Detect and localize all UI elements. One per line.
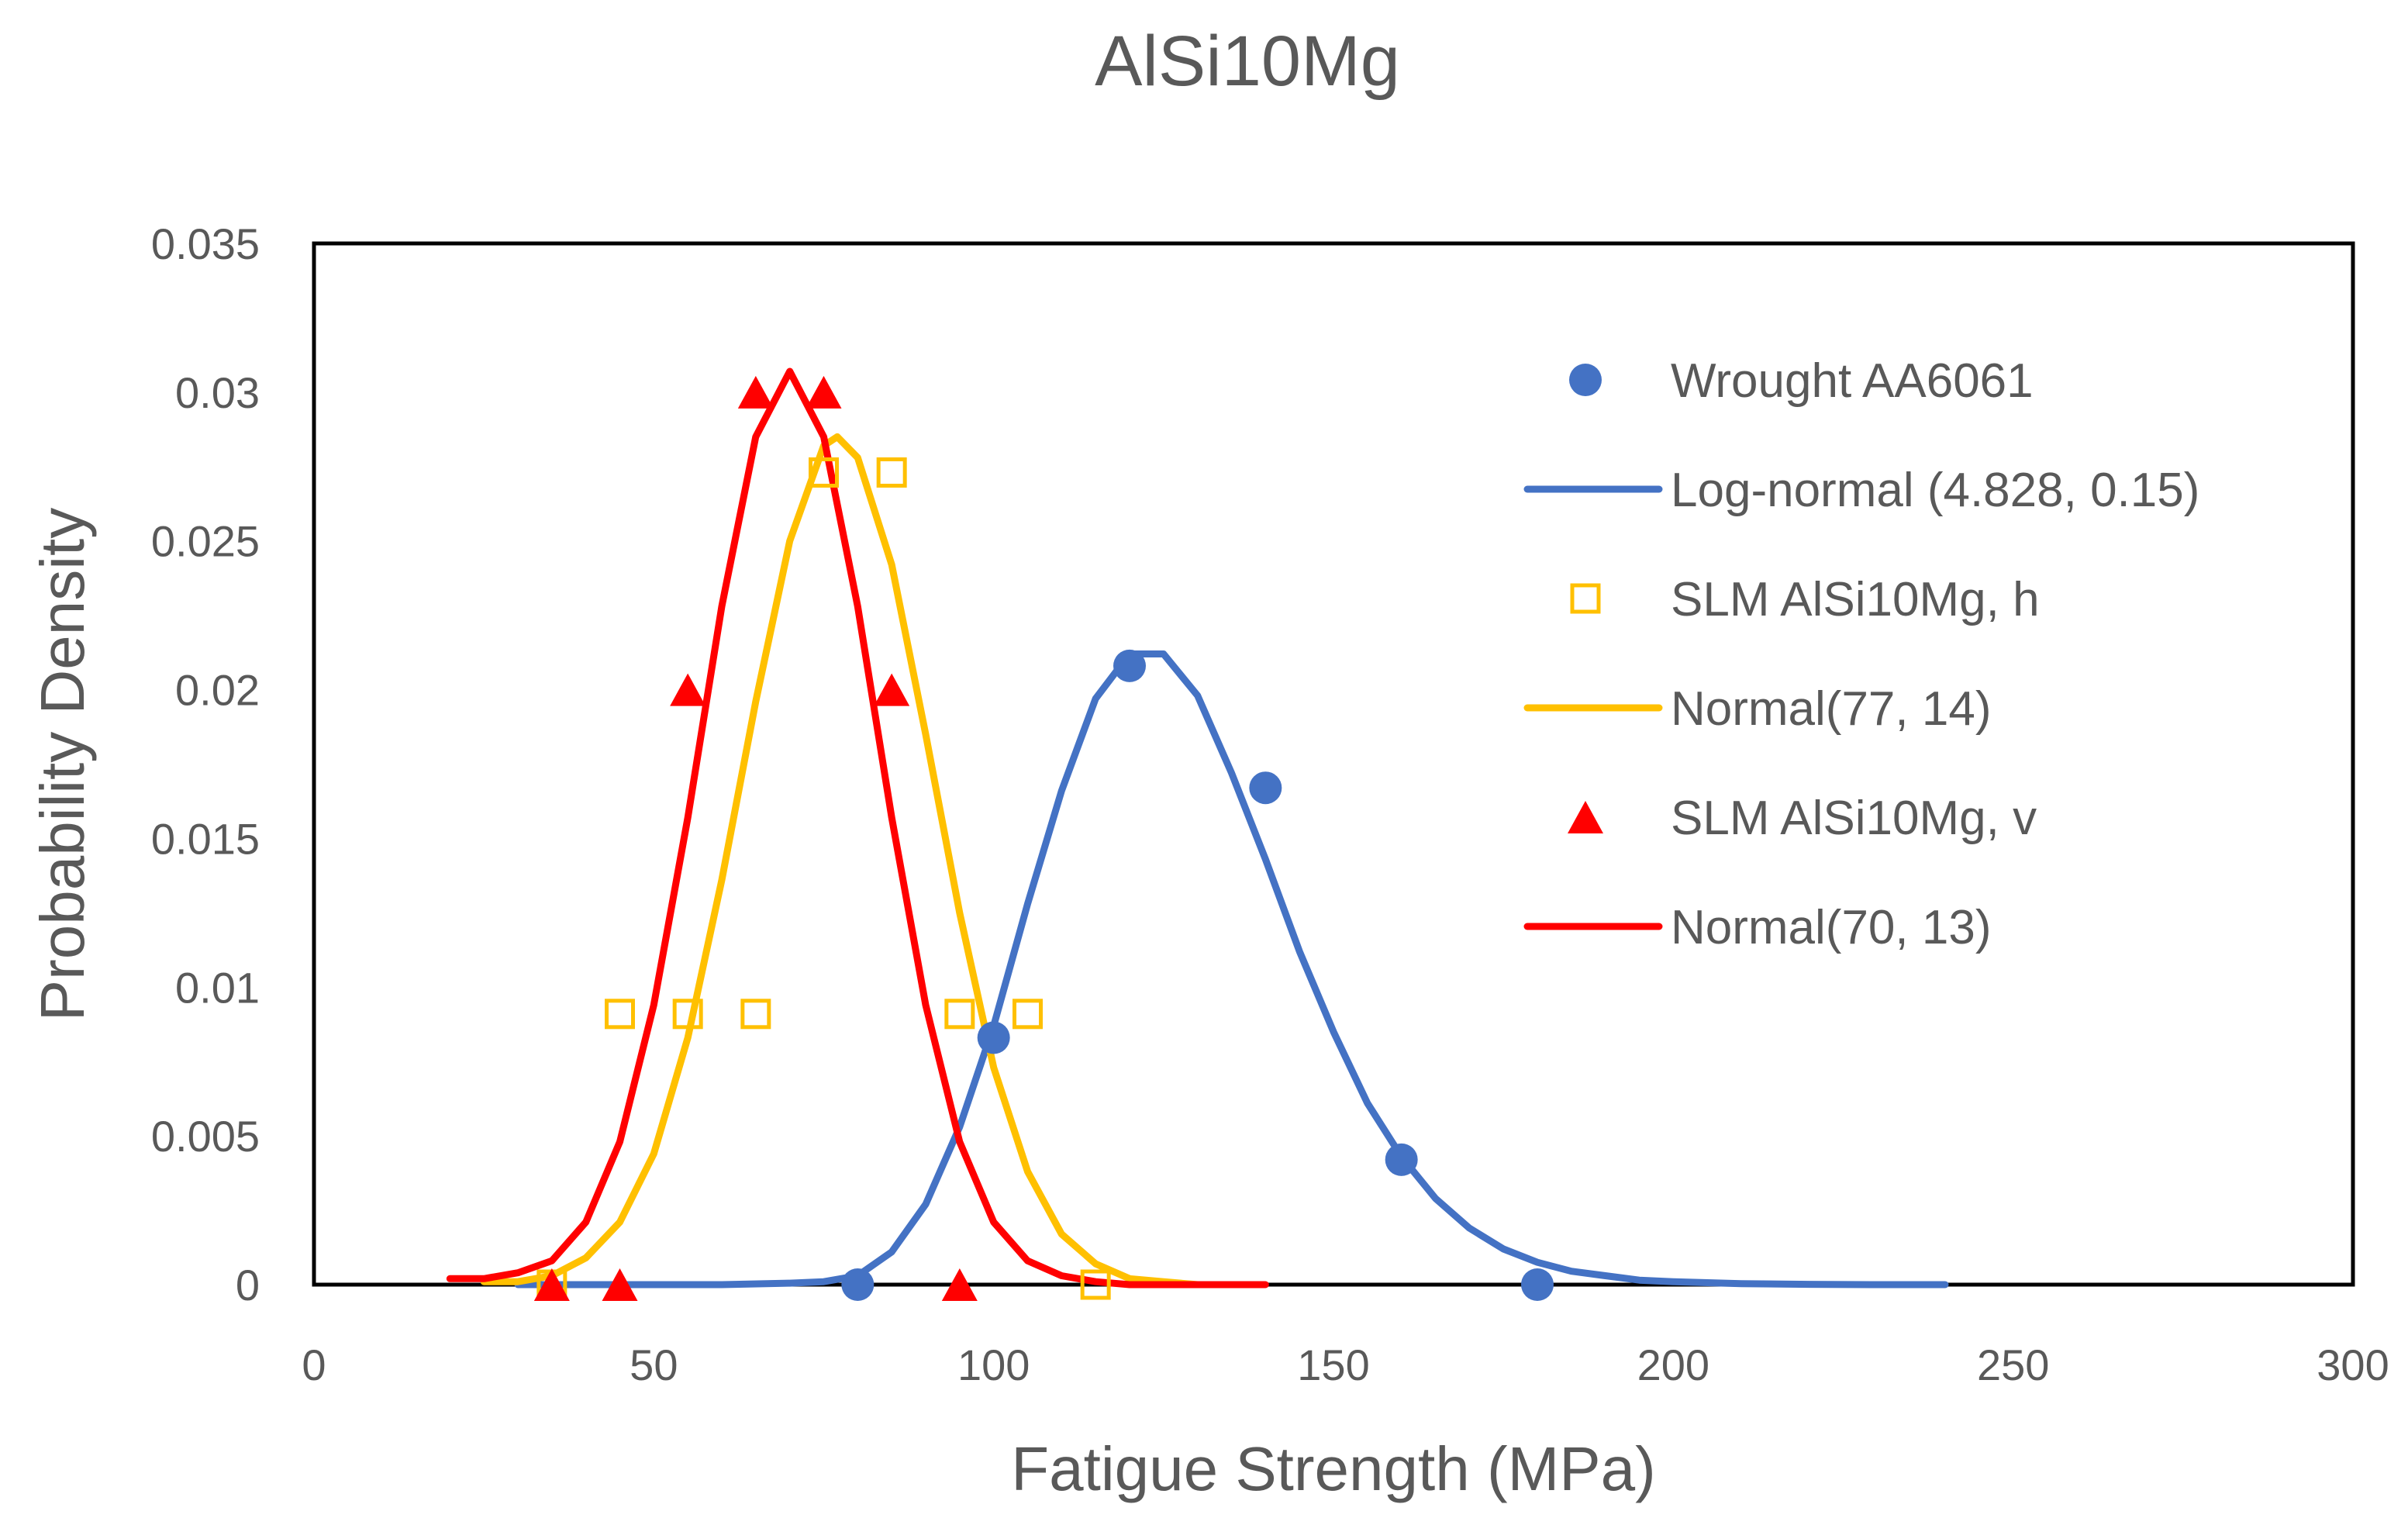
y-axis-title: Probability Density [28, 508, 97, 1022]
data-point-slm-alsi10mg-h [809, 457, 839, 488]
y-tick-label: 0.035 [151, 219, 260, 268]
y-tick-label: 0.005 [151, 1112, 260, 1161]
data-point-slm-alsi10mg-h [740, 999, 771, 1030]
legend-swatch-slm-alsi10mg-h [1570, 583, 1601, 614]
x-tick-label: 250 [1977, 1340, 2049, 1389]
x-tick-label: 0 [302, 1340, 326, 1389]
data-point-slm-alsi10mg-v [874, 673, 910, 706]
data-point-slm-alsi10mg-v [806, 375, 842, 409]
legend-label-normal-77-14: Normal(77, 14) [1671, 682, 1991, 736]
data-point-slm-alsi10mg-v [941, 1268, 978, 1301]
data-point-slm-alsi10mg-v [737, 375, 774, 409]
data-point-slm-alsi10mg-h [1080, 1269, 1111, 1300]
x-axis-title: Fatigue Strength (MPa) [1011, 1434, 1655, 1503]
legend-label-wrought-aa6061: Wrought AA6061 [1671, 354, 2034, 408]
chart-title: AlSi10Mg [1095, 22, 1400, 101]
y-tick-label: 0.03 [175, 368, 260, 417]
x-tick-label: 300 [2317, 1340, 2389, 1389]
y-tick-label: 0.015 [151, 814, 260, 863]
series-line-normal-70-13 [446, 367, 1269, 1289]
data-point-wrought-aa6061 [1113, 649, 1146, 682]
legend: Wrought AA6061 Log-normal (4.828, 0.15) SL… [1523, 354, 2199, 954]
x-ticks-group: 0 50 100 150 200 250 300 [302, 1340, 2389, 1389]
x-tick-label: 200 [1637, 1340, 1709, 1389]
data-point-slm-alsi10mg-h [876, 457, 907, 488]
y-tick-label: 0.01 [175, 963, 260, 1012]
data-point-wrought-aa6061 [1521, 1268, 1554, 1301]
legend-label-normal-70-13: Normal(70, 13) [1671, 901, 1991, 954]
legend-label-slm-alsi10mg-h: SLM AlSi10Mg, h [1671, 573, 2040, 626]
data-point-slm-alsi10mg-h [944, 999, 975, 1030]
data-point-wrought-aa6061 [1385, 1143, 1418, 1176]
data-point-slm-alsi10mg-v [670, 673, 706, 706]
x-tick-label: 50 [630, 1340, 678, 1389]
data-point-wrought-aa6061 [841, 1268, 875, 1301]
y-tick-label: 0.02 [175, 666, 260, 715]
series-line-normal-77-14 [480, 433, 1202, 1289]
data-point-wrought-aa6061 [1249, 771, 1282, 805]
data-point-slm-alsi10mg-h [672, 999, 703, 1030]
y-tick-label: 0 [236, 1261, 260, 1309]
series-markers-group [533, 375, 1554, 1301]
legend-label-log-normal-4-828-0-15: Log-normal (4.828, 0.15) [1671, 464, 2199, 517]
plot-area-border [312, 241, 2355, 1287]
data-point-slm-alsi10mg-v [602, 1268, 638, 1301]
data-point-slm-alsi10mg-h [1013, 999, 1043, 1030]
legend-swatch-wrought-aa6061 [1569, 364, 1602, 396]
legend-label-slm-alsi10mg-v: SLM AlSi10Mg, v [1671, 792, 2037, 845]
data-point-slm-alsi10mg-v [533, 1268, 570, 1301]
y-ticks-group: 0 0.005 0.01 0.015 0.02 0.025 0.03 0.035 [151, 219, 260, 1309]
x-tick-label: 100 [957, 1340, 1030, 1389]
legend-swatch-slm-alsi10mg-v [1568, 801, 1603, 833]
data-point-wrought-aa6061 [977, 1021, 1010, 1054]
x-tick-label: 150 [1297, 1340, 1369, 1389]
y-tick-label: 0.025 [151, 517, 260, 566]
data-point-slm-alsi10mg-h [605, 999, 635, 1030]
